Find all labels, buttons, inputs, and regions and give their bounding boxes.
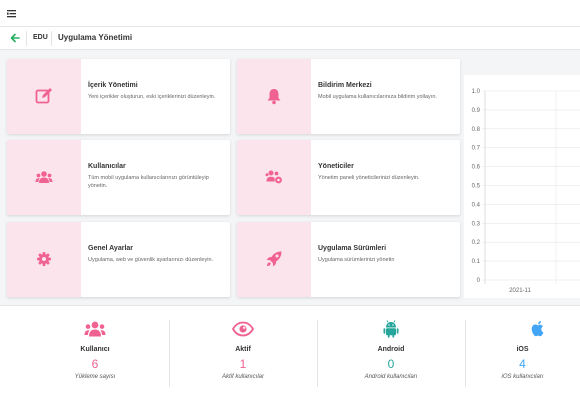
eye-icon xyxy=(232,321,254,337)
card-uygulama-surumleri[interactable]: Uygulama Sürümleri Uygulama sürümleriniz… xyxy=(237,222,460,297)
arrow-left-icon[interactable] xyxy=(10,32,20,44)
users-cog-icon xyxy=(265,170,282,184)
divider xyxy=(317,320,318,387)
card-yoneticiler[interactable]: Yöneticiler Yönetim paneli yöneticilerin… xyxy=(237,140,460,215)
android-icon xyxy=(383,320,399,338)
divider xyxy=(465,320,466,387)
card-icon-box xyxy=(7,59,81,134)
card-icerik-yonetimi[interactable]: İçerik Yönetimi Yeni içerikler oluşturun… xyxy=(7,59,230,134)
apple-icon xyxy=(531,321,544,337)
stat-value: 0 xyxy=(387,357,395,371)
divider xyxy=(169,320,170,387)
chart-x-tick-label: 2021-11 xyxy=(509,288,531,294)
chart-y-tick-label: 0.9 xyxy=(472,108,481,114)
card-description: Tüm mobil uygulama kullanıcılarınızı gör… xyxy=(88,175,209,189)
installs-chart: 1.0 0.9 0.8 0.7 0.6 0.5 0.4 0.3 0.2 0.1 0 2021-11 xyxy=(464,75,580,298)
card-icon-box xyxy=(7,140,81,215)
breadcrumb: EDU Uygulama Yönetimi xyxy=(0,27,580,50)
card-description: Uygulama sürümlerinizi yönetin xyxy=(318,257,395,263)
users-icon xyxy=(84,321,106,337)
chart-canvas: 1.0 0.9 0.8 0.7 0.6 0.5 0.4 0.3 0.2 0.1 0 2021-11 xyxy=(472,89,580,294)
stat-label: Kullanıcı xyxy=(80,346,110,353)
card-title: Bildirim Merkezi xyxy=(318,82,372,89)
stat-value: 4 xyxy=(519,357,526,371)
card-bildirim-merkezi[interactable]: Bildirim Merkezi Mobil uygulama kullanıc… xyxy=(237,59,460,134)
stats-bar: Kullanıcı 6 Yükleme sayısı Aktif 1 Aktif… xyxy=(0,305,580,400)
divider xyxy=(51,31,52,46)
stat-label: iOS xyxy=(516,346,529,353)
chart-y-tick-label: 0.6 xyxy=(472,165,481,171)
card-title: Genel Ayarlar xyxy=(88,245,134,252)
card-icon-box xyxy=(237,222,311,297)
chart-y-tick-label: 0.2 xyxy=(472,240,481,246)
card-description: Yönetim paneli yöneticilerinizi düzenley… xyxy=(318,175,420,181)
chart-y-tick-label: 1.0 xyxy=(472,89,481,95)
top-bar xyxy=(0,0,580,27)
card-description: Mobil uygulama kullanıcılarınıza bildiri… xyxy=(318,94,437,100)
card-description: Uygulama, web ve güvenlik ayarlarınızı d… xyxy=(88,257,214,263)
card-description: Yeni içerikler oluşturun, eski içerikler… xyxy=(88,94,216,100)
users-icon xyxy=(35,171,53,183)
stat-kullanici: Kullanıcı 6 Yükleme sayısı xyxy=(21,306,169,400)
chart-y-tick-label: 0.8 xyxy=(472,127,481,133)
divider xyxy=(26,31,27,46)
stat-value: 1 xyxy=(239,357,247,371)
card-genel-ayarlar[interactable]: Genel Ayarlar Uygulama, web ve güvenlik … xyxy=(7,222,230,297)
page-title: Uygulama Yönetimi xyxy=(58,33,133,42)
chart-y-tick-label: 0.5 xyxy=(472,184,481,190)
chart-y-tick-label: 0 xyxy=(477,278,481,284)
bell-icon xyxy=(267,89,281,105)
edit-icon xyxy=(35,88,52,104)
rocket-icon xyxy=(266,251,282,267)
stat-aktif: Aktif 1 Aktif kullanıcılar xyxy=(169,306,317,400)
card-title: Uygulama Sürümleri xyxy=(318,245,387,252)
stat-label: Android xyxy=(377,346,405,353)
chart-y-tick-label: 0.1 xyxy=(472,259,481,265)
chart-y-tick-label: 0.4 xyxy=(472,202,481,208)
card-kullanicilar[interactable]: Kullanıcılar Tüm mobil uygulama kullanıc… xyxy=(7,140,230,215)
chart-y-tick-label: 0.7 xyxy=(472,146,481,152)
card-icon-box xyxy=(7,222,81,297)
chart-y-tick-label: 0.3 xyxy=(472,221,481,227)
gear-icon xyxy=(37,252,51,266)
stat-android: Android 0 Android kullanıcıları xyxy=(317,306,465,400)
hamburger-icon[interactable] xyxy=(7,9,16,18)
stat-caption: Android kullanıcıları xyxy=(364,374,418,380)
stat-caption: Yükleme sayısı xyxy=(74,374,116,380)
stat-label: Aktif xyxy=(235,346,251,353)
card-icon-box xyxy=(237,140,311,215)
stat-ios: iOS 4 iOS kullanıcıları xyxy=(465,306,580,400)
breadcrumb-section[interactable]: EDU xyxy=(33,34,48,41)
stat-caption: iOS kullanıcıları xyxy=(501,374,544,380)
card-icon-box xyxy=(237,59,311,134)
stat-value: 6 xyxy=(91,357,99,371)
card-title: İçerik Yönetimi xyxy=(88,82,138,89)
stat-caption: Aktif kullanıcılar xyxy=(221,374,264,380)
card-title: Yöneticiler xyxy=(318,163,354,170)
card-title: Kullanıcılar xyxy=(88,163,126,170)
